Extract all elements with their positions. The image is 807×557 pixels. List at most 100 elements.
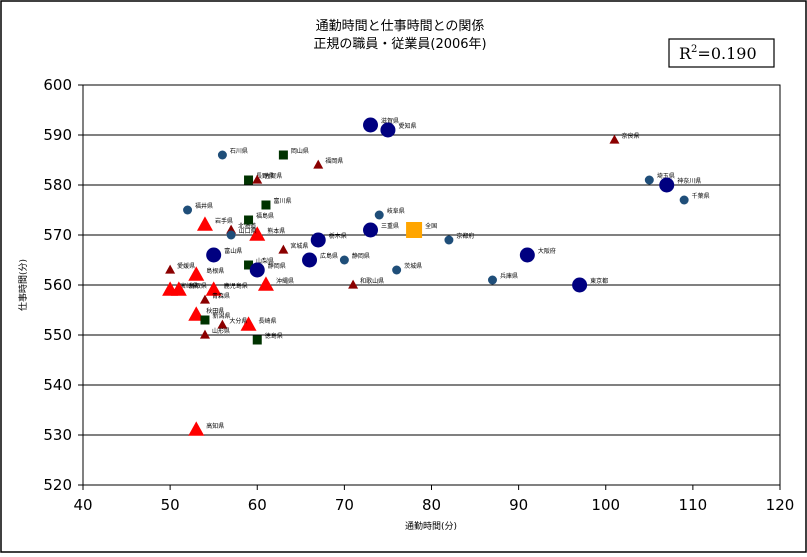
data-point: 全国 (406, 222, 437, 238)
point-label: 三重県 (381, 222, 399, 230)
point-label: 沖縄県 (276, 277, 294, 285)
point-label: 鳥取県 (189, 282, 207, 290)
point-label: 全国 (425, 222, 437, 230)
data-point: 三重県 (363, 222, 399, 238)
point-label: 新潟県 (212, 312, 230, 320)
data-point: 愛媛県 (165, 262, 195, 274)
point-label: 長野県 (256, 172, 274, 180)
point-marker-square (278, 150, 288, 160)
data-point: 長崎県 (240, 316, 277, 331)
chart-subtitle: 正規の職員・従業員(2006年) (313, 36, 486, 52)
point-label: 山口県 (239, 227, 257, 235)
y-tick-label: 560 (43, 276, 72, 294)
point-marker-small-circle (183, 205, 193, 215)
data-point: 鳥取県 (170, 281, 207, 296)
point-marker-big-triangle (188, 266, 205, 281)
data-point: 鹿児島県 (205, 281, 248, 296)
point-marker-small-triangle (348, 279, 359, 289)
point-label: 佐賀県 (264, 172, 282, 180)
x-tick-label: 120 (766, 496, 795, 514)
point-marker-small-circle (217, 150, 227, 160)
point-marker-square (252, 335, 262, 345)
data-point: 岩手県 (196, 216, 233, 231)
point-label: 奈良県 (621, 132, 639, 140)
point-marker-square (244, 215, 254, 225)
data-point: 山梨県 (244, 257, 274, 270)
data-point: 愛知県 (380, 122, 416, 138)
point-label: 大分県 (229, 317, 247, 325)
y-tick-label: 540 (43, 376, 72, 394)
point-marker-big-circle (519, 247, 535, 263)
data-point: 新潟県 (200, 312, 230, 325)
data-point: 高知県 (188, 421, 224, 436)
data-point: 秋田県 (188, 306, 224, 321)
data-point: 石川県 (217, 148, 248, 160)
point-marker-small-triangle (199, 294, 210, 304)
point-marker-big-triangle (188, 306, 205, 321)
data-point: 山形県 (199, 327, 230, 339)
point-marker-small-triangle (165, 264, 176, 274)
point-label: 秋田県 (206, 307, 224, 315)
x-tick-label: 60 (248, 496, 267, 514)
x-tick-label: 80 (422, 496, 441, 514)
point-label: 長崎県 (259, 317, 277, 325)
point-marker-small-triangle (278, 244, 289, 254)
point-label: 栃木県 (329, 232, 347, 240)
chart-title: 通勤時間と仕事時間との関係 (316, 19, 485, 34)
point-label: 石川県 (230, 148, 248, 155)
point-label: 滋賀県 (381, 117, 399, 125)
point-marker-small-triangle (313, 159, 324, 169)
point-label: 山梨県 (256, 257, 274, 265)
y-tick-label: 590 (43, 126, 72, 144)
point-label: 富山県 (224, 247, 242, 255)
data-point: 富山県 (206, 247, 242, 263)
point-label: 徳島県 (265, 332, 283, 340)
x-tick-label: 110 (679, 496, 708, 514)
point-label: 大阪府 (538, 247, 556, 255)
point-marker-big-circle (310, 232, 326, 248)
r2-letter: R (679, 44, 692, 63)
point-label: 愛媛県 (177, 262, 195, 270)
data-point: 島根県 (188, 266, 224, 281)
point-label: 富川県 (273, 197, 291, 205)
data-point: 埼玉県 (644, 172, 675, 185)
point-marker-big-triangle (240, 316, 257, 331)
data-point: 栃木県 (310, 232, 347, 248)
point-marker-small-circle (226, 230, 236, 240)
point-label: 島根県 (206, 267, 224, 275)
x-tick-label: 90 (509, 496, 528, 514)
point-label: 広島県 (320, 252, 338, 260)
point-marker-big-triangle (196, 216, 213, 231)
data-point: 和歌山県 (348, 277, 384, 289)
point-marker-big-circle (363, 117, 379, 133)
point-label: 愛知県 (398, 122, 416, 130)
x-tick-label: 50 (161, 496, 180, 514)
point-label: 山形県 (212, 327, 230, 335)
data-point: 宮城県 (278, 242, 308, 254)
point-label: 岡山県 (291, 147, 309, 155)
x-tick-label: 70 (335, 496, 354, 514)
point-label: 宮崎県 (180, 282, 198, 290)
point-marker-small-triangle (252, 174, 263, 184)
point-marker-small-triangle (609, 134, 620, 144)
point-marker-small-triangle (199, 329, 210, 339)
point-marker-small-circle (374, 210, 384, 220)
data-point: 千葉県 (679, 192, 710, 205)
point-marker-square (261, 200, 271, 210)
point-label: 静岡県 (268, 262, 286, 270)
r2-box-border (668, 38, 775, 68)
data-point: 長野県 (244, 172, 274, 185)
x-tick-label: 100 (591, 496, 620, 514)
data-point: 兵庫県 (487, 272, 518, 285)
point-marker-small-circle (487, 275, 497, 285)
data-point: 滋賀県 (363, 117, 399, 133)
data-point: 東京都 (572, 277, 608, 293)
r2-label: R2=0.190 (679, 44, 757, 63)
data-point: 岡山県 (278, 147, 309, 160)
point-label: 兵庫県 (500, 272, 518, 280)
point-marker-big-triangle (257, 276, 274, 291)
